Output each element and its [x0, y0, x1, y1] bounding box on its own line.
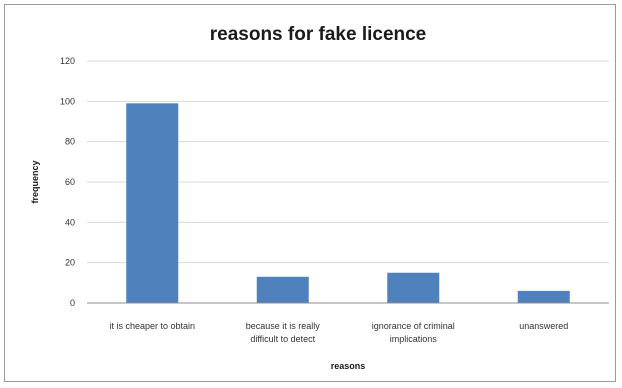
y-tick-label: 80: [65, 137, 75, 147]
bar: [387, 272, 440, 303]
bar: [517, 290, 570, 303]
y-tick-label: 100: [60, 96, 75, 106]
y-axis-title: frequency: [30, 160, 40, 203]
y-axis-ticks: 0 20 40 60 80 100 120: [60, 56, 75, 308]
bar: [126, 103, 179, 303]
x-category-label: unanswered: [519, 321, 568, 331]
y-tick-label: 20: [65, 258, 75, 268]
x-category-label: it is cheaper to obtain: [109, 321, 195, 331]
bars: [126, 103, 570, 303]
x-axis-category-labels: it is cheaper to obtain because it is rea…: [109, 321, 568, 344]
x-category-label: ignorance of criminal implications: [372, 321, 455, 344]
x-axis-title: reasons: [331, 361, 366, 371]
bar-chart: reasons for fake licence 0 20 40 60 80 100 120…: [30, 24, 609, 371]
y-tick-label: 120: [60, 56, 75, 66]
x-category-label: because it is really difficult to detect: [246, 321, 321, 344]
y-tick-label: 40: [65, 217, 75, 227]
y-tick-label: 60: [65, 177, 75, 187]
chart-frame: reasons for fake licence 0 20 40 60 80 100 120…: [4, 4, 616, 382]
bar: [256, 276, 309, 303]
y-tick-label: 0: [70, 298, 75, 308]
chart-title: reasons for fake licence: [210, 24, 427, 45]
